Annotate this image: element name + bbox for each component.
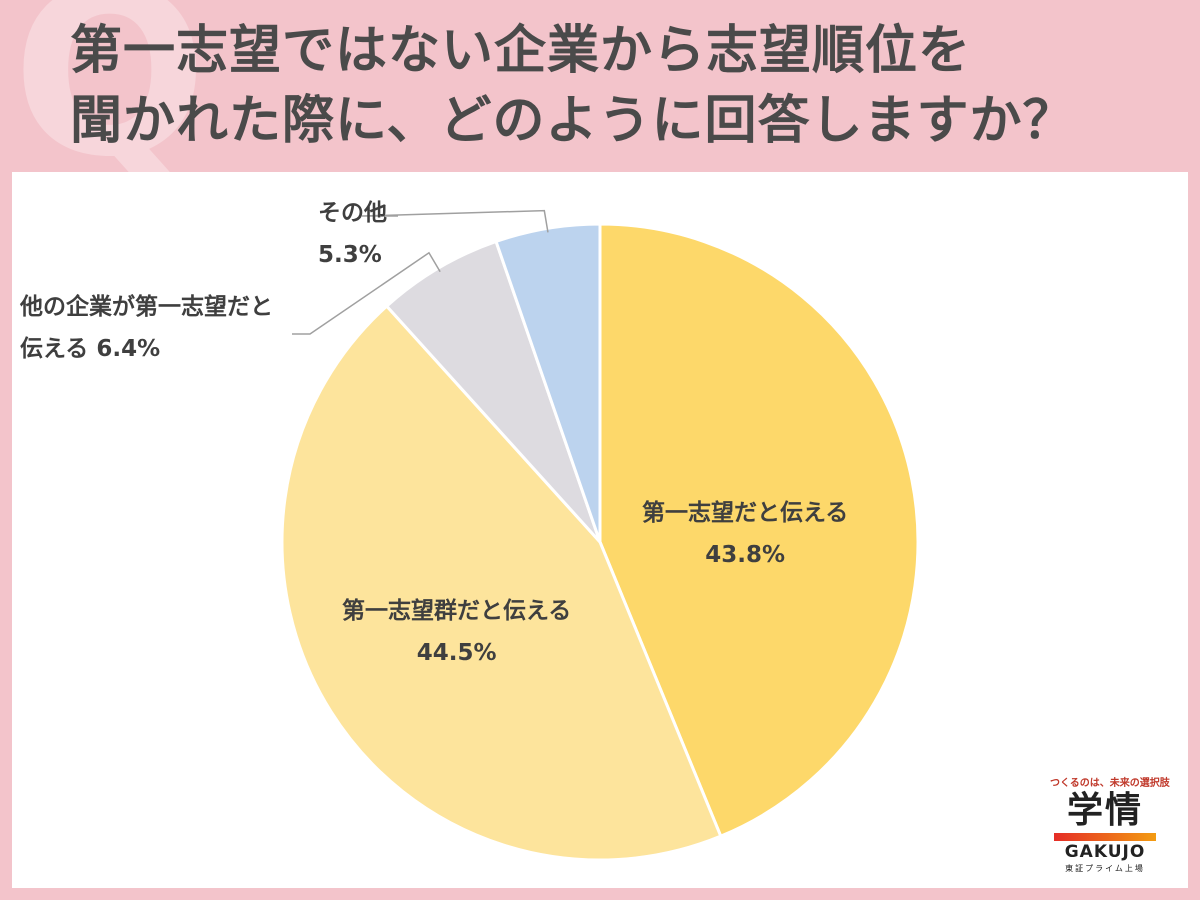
- slice-label-other-value: 5.3%: [318, 242, 382, 268]
- gakujo-logo: つくるのは、未来の選択肢 学情 GAKUJO 東証プライム上場: [1050, 774, 1170, 874]
- pie-slice-first-group: [280, 304, 723, 862]
- slice-label-other-name: その他: [318, 200, 387, 226]
- slice-label-other-company-line1: 他の企業が第一志望だと: [20, 294, 273, 320]
- slice-label-other-company: 他の企業が第一志望だと 伝える 6.4%: [20, 286, 273, 370]
- slice-label-first-choice-value: 43.8%: [705, 542, 786, 568]
- pie-chart: [280, 209, 920, 862]
- logo-latin: GAKUJO: [1064, 842, 1146, 862]
- slice-label-other-company-line2: 伝える 6.4%: [20, 328, 273, 370]
- logo-tagline: つくるのは、未来の選択肢: [1050, 778, 1170, 789]
- title-line-1: 第一志望ではない企業から志望順位を: [70, 21, 972, 81]
- slice-label-other: その他 5.3%: [318, 192, 387, 276]
- logo-sub: 東証プライム上場: [1065, 864, 1145, 873]
- pie-slice-first-choice: [598, 222, 920, 839]
- slice-label-first-choice: 第一志望だと伝える 43.8%: [642, 492, 848, 576]
- slice-label-first-group: 第一志望群だと伝える 44.5%: [342, 590, 571, 674]
- slice-label-other-company-text: 伝える: [20, 336, 89, 362]
- slice-label-other-company-value: 6.4%: [96, 336, 161, 362]
- chart-card: 第一志望だと伝える 43.8% 第一志望群だと伝える 44.5% 他の企業が第一…: [12, 172, 1188, 888]
- slice-label-first-group-name: 第一志望群だと伝える: [342, 598, 572, 624]
- leader-line-other-company: [292, 251, 441, 335]
- leader-line-other: [361, 209, 549, 233]
- question-mark-decoration: Q: [12, 0, 208, 208]
- logo-kanji: 学情: [1066, 790, 1143, 831]
- slice-label-first-choice-name: 第一志望だと伝える: [642, 500, 849, 526]
- logo-bar: [1054, 833, 1156, 841]
- title-line-2: 聞かれた際に、どのように回答しますか？: [70, 91, 1076, 151]
- page-title: 第一志望ではない企業から志望順位を 聞かれた際に、どのように回答しますか？: [70, 16, 1180, 156]
- slice-label-first-group-value: 44.5%: [416, 640, 497, 666]
